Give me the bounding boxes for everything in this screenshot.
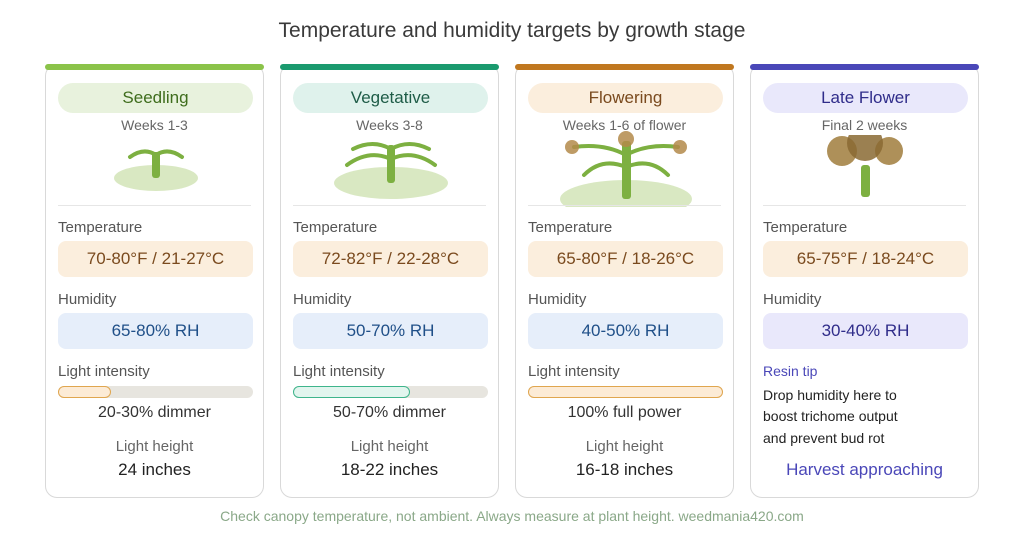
card-flowering: Flowering Weeks 1-6 of flower Temperatur…	[515, 64, 734, 498]
light-height-value: 18-22 inches	[340, 460, 439, 479]
card-seedling: Seedling Weeks 1-3 Temperature 70-80°F /…	[45, 64, 264, 498]
stage-pill: Flowering	[528, 83, 723, 113]
light-intensity-bar	[58, 386, 253, 398]
card-late-flower: Late Flower Final 2 weeks Temperature 65…	[750, 64, 979, 498]
resin-tip-line: and prevent bud rot	[763, 430, 885, 446]
flowering-plant-icon	[560, 131, 692, 207]
stage-weeks: Weeks 1-6 of flower	[562, 117, 687, 133]
humidity-value: 50-70% RH	[293, 313, 488, 349]
divider	[58, 205, 251, 206]
temperature-label: Temperature	[528, 219, 613, 236]
temperature-value: 65-80°F / 18-26°C	[528, 241, 723, 277]
resin-tip-title: Resin tip	[763, 363, 818, 379]
humidity-value: 65-80% RH	[58, 313, 253, 349]
card-accent-bar	[515, 64, 734, 70]
light-intensity-fill	[293, 386, 410, 398]
resin-tip-line: Drop humidity here to	[763, 387, 897, 403]
humidity-value: 30-40% RH	[763, 313, 968, 349]
divider	[528, 205, 721, 206]
light-intensity-bar	[528, 386, 723, 398]
humidity-label: Humidity	[528, 291, 587, 308]
temperature-value: 65-75°F / 18-24°C	[763, 241, 968, 277]
stage-weeks: Weeks 3-8	[356, 117, 423, 133]
light-height-value: 24 inches	[118, 460, 191, 479]
light-intensity-value: 20-30% dimmer	[98, 404, 211, 421]
temperature-label: Temperature	[763, 219, 848, 236]
light-height-label: Light height	[585, 438, 664, 455]
stage-pill: Vegetative	[293, 83, 488, 113]
light-intensity-fill	[58, 386, 111, 398]
card-vegetative: Vegetative Weeks 3-8 Temperature 72-82°F…	[280, 64, 499, 498]
temperature-label: Temperature	[293, 219, 378, 236]
stage-weeks: Weeks 1-3	[121, 117, 188, 133]
light-height-label: Light height	[350, 438, 429, 455]
card-accent-bar	[750, 64, 979, 70]
temperature-value: 70-80°F / 21-27°C	[58, 241, 253, 277]
light-intensity-label: Light intensity	[293, 363, 385, 380]
humidity-value: 40-50% RH	[528, 313, 723, 349]
divider	[293, 205, 486, 206]
card-accent-bar	[45, 64, 264, 70]
light-intensity-label: Light intensity	[528, 363, 620, 380]
light-intensity-fill	[528, 386, 723, 398]
page-title: Temperature and humidity targets by grow…	[278, 19, 746, 42]
harvest-note: Harvest approaching	[786, 460, 943, 479]
humidity-label: Humidity	[763, 291, 822, 308]
light-height-label: Light height	[115, 438, 194, 455]
seedling-plant-icon	[114, 149, 198, 191]
vegetative-plant-icon	[334, 142, 448, 199]
temperature-label: Temperature	[58, 219, 143, 236]
light-intensity-label: Light intensity	[58, 363, 150, 380]
temperature-value: 72-82°F / 22-28°C	[293, 241, 488, 277]
light-intensity-bar	[293, 386, 488, 398]
humidity-label: Humidity	[293, 291, 352, 308]
light-intensity-value: 100% full power	[567, 404, 682, 421]
stage-pill: Seedling	[58, 83, 253, 113]
light-height-value: 16-18 inches	[575, 460, 674, 479]
bud-icon	[827, 135, 903, 197]
light-intensity-value: 50-70% dimmer	[333, 404, 446, 421]
stage-pill: Late Flower	[763, 83, 968, 113]
resin-tip-line: boost trichome output	[763, 408, 898, 424]
card-accent-bar	[280, 64, 499, 70]
footer-note: Check canopy temperature, not ambient. A…	[220, 508, 804, 524]
divider	[763, 205, 966, 206]
stage-weeks: Final 2 weeks	[821, 117, 908, 133]
humidity-label: Humidity	[58, 291, 117, 308]
